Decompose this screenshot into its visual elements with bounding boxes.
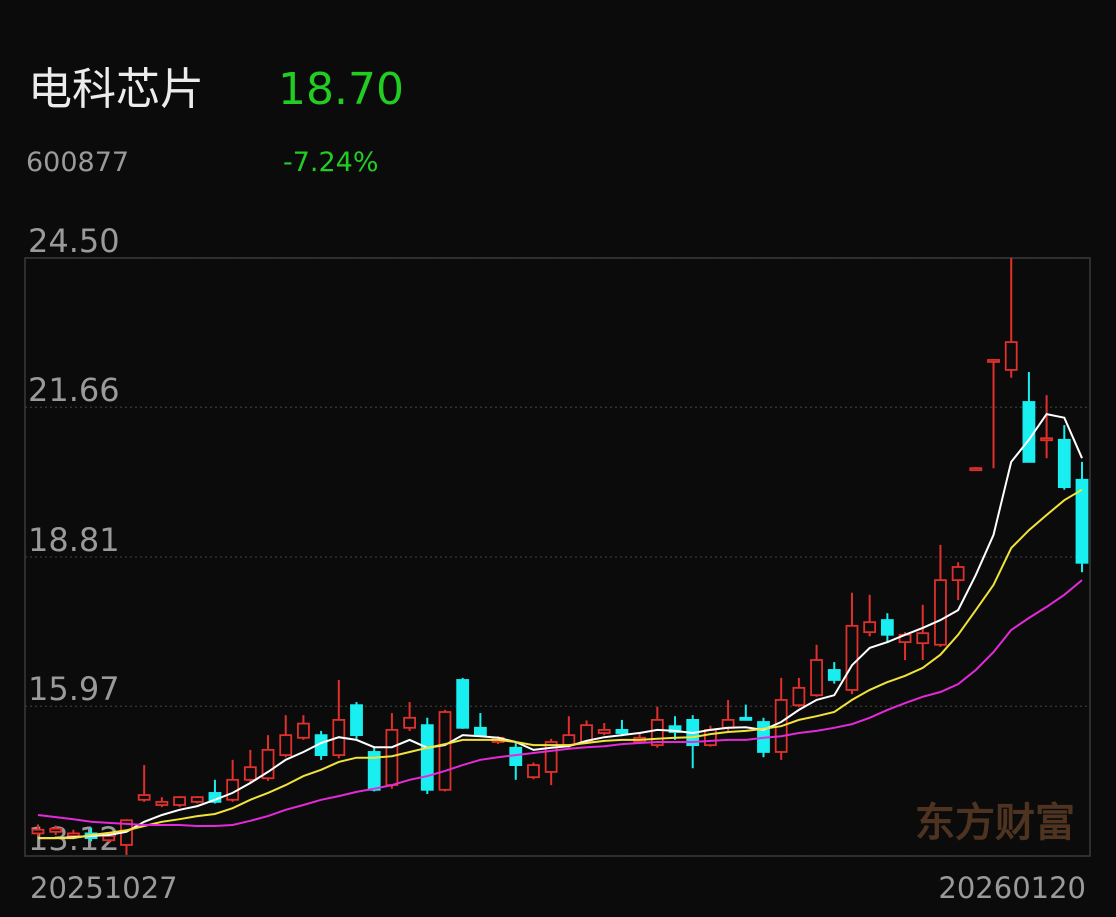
watermark: 东方财富: [915, 799, 1075, 846]
candle-body: [668, 725, 682, 733]
candle-body: [615, 728, 629, 734]
moving-average-line: [37, 579, 1083, 827]
moving-average-line: [38, 488, 1083, 840]
candle-body: [544, 741, 558, 773]
candle-body: [597, 728, 611, 734]
candle-body: [31, 828, 45, 835]
candle-body: [1022, 401, 1036, 463]
candle-body: [969, 467, 983, 472]
candle-body: [49, 827, 63, 833]
candle-body: [438, 711, 452, 791]
y-tick-label: 21.66: [28, 371, 120, 409]
candle-body: [845, 624, 859, 691]
candle-body: [527, 764, 540, 779]
y-tick-label: 18.81: [28, 521, 120, 559]
candle-body: [562, 734, 576, 747]
stock-price: 18.70: [278, 64, 404, 115]
candle-body: [155, 800, 169, 806]
candle-body: [279, 734, 293, 757]
candle-body: [863, 621, 877, 634]
stock-code: 600877: [26, 147, 129, 178]
candle-body: [173, 796, 186, 806]
candle-body: [261, 748, 275, 780]
y-tick-label: 15.97: [28, 670, 120, 708]
candle-body: [916, 632, 930, 645]
stock-change: -7.24%: [283, 147, 379, 178]
candle-body: [827, 669, 841, 681]
candle-body: [880, 619, 894, 636]
candle-body: [987, 359, 1000, 363]
candle-body: [102, 835, 116, 842]
candle-body: [792, 686, 806, 707]
candle-body: [243, 766, 257, 781]
candle-body: [739, 716, 753, 721]
candle-body: [1004, 341, 1018, 371]
candle-body: [66, 832, 80, 837]
candle-body: [951, 566, 965, 582]
y-tick-label: 24.50: [28, 222, 120, 260]
candle-body: [1040, 437, 1054, 442]
candle-body: [456, 679, 470, 729]
candle-body: [473, 726, 487, 737]
candle-body: [810, 659, 823, 697]
candle-body: [297, 722, 310, 739]
candle-body: [580, 724, 593, 743]
candle-body: [1075, 478, 1089, 564]
moving-average-line: [38, 412, 1083, 840]
candle-body: [367, 751, 381, 791]
stock-name: 电科芯片: [28, 64, 204, 115]
candle-body: [704, 728, 717, 747]
candle-body: [1057, 438, 1071, 489]
x-tick-label: 20260120: [938, 871, 1086, 905]
candle-body: [934, 579, 947, 646]
candle-body: [350, 704, 363, 737]
candle-body: [403, 716, 416, 729]
candle-body: [650, 718, 664, 747]
candle-body: [721, 718, 735, 729]
candle-body: [137, 794, 151, 801]
candle-body: [420, 724, 434, 791]
x-tick-label: 20251027: [30, 871, 178, 905]
candle-body: [190, 796, 204, 803]
